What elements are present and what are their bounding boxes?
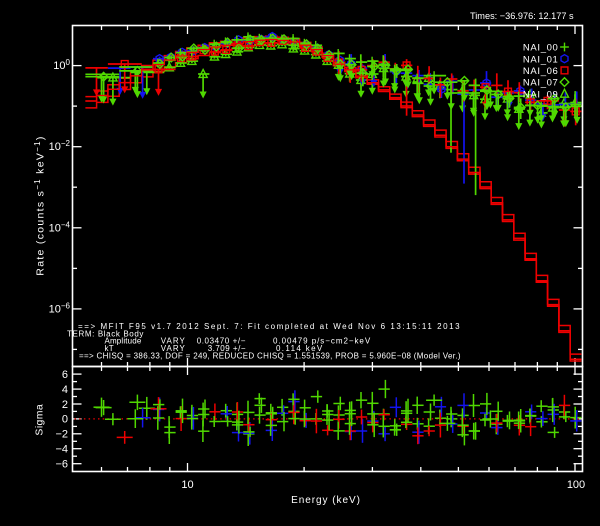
svg-text:−4: −4: [55, 444, 68, 456]
svg-text:3.709 +/−: 3.709 +/−: [208, 344, 246, 353]
svg-text:4: 4: [62, 384, 68, 396]
svg-text:0.00479 p/s−cm2−keV: 0.00479 p/s−cm2−keV: [273, 337, 371, 346]
svg-text:kT: kT: [105, 344, 114, 353]
svg-text:100: 100: [567, 479, 585, 491]
svg-text:Amplitude: Amplitude: [105, 337, 142, 346]
svg-text:−6: −6: [55, 458, 68, 470]
svg-text:TERM: Black Body: TERM: Black Body: [67, 330, 144, 339]
svg-text:0.03470 +/−: 0.03470 +/−: [197, 337, 246, 346]
svg-text:0: 0: [62, 414, 68, 426]
svg-text:10: 10: [181, 479, 193, 491]
svg-text:Times: −36.976: 12.177 s: Times: −36.976: 12.177 s: [470, 11, 574, 21]
svg-text:==> MFIT F95 v1.7 2012 Sept.: ==> MFIT F95 v1.7 2012 Sept. 7: Fit comp…: [78, 322, 461, 331]
svg-text:6: 6: [62, 369, 68, 381]
svg-text:NAI_09: NAI_09: [523, 89, 559, 100]
svg-text:Energy (keV): Energy (keV): [291, 495, 361, 506]
svg-text:NAI_00: NAI_00: [523, 43, 559, 54]
svg-text:0.114 keV: 0.114 keV: [276, 344, 324, 353]
svg-text:VARY: VARY: [161, 337, 186, 346]
svg-text:NAI_07: NAI_07: [523, 78, 559, 89]
svg-text:Sigma: Sigma: [34, 404, 46, 436]
svg-text:2: 2: [62, 399, 68, 411]
svg-text:NAI_01: NAI_01: [523, 54, 559, 65]
svg-text:Rate (counts s−1 keV−1): Rate (counts s−1 keV−1): [33, 135, 47, 275]
svg-text:==> CHISQ = 386.33, DOF = 249,: ==> CHISQ = 386.33, DOF = 249, REDUCED C…: [79, 352, 461, 361]
svg-text:VARY: VARY: [161, 344, 186, 353]
svg-text:NAI_06: NAI_06: [523, 66, 559, 77]
svg-text:−2: −2: [55, 429, 68, 441]
